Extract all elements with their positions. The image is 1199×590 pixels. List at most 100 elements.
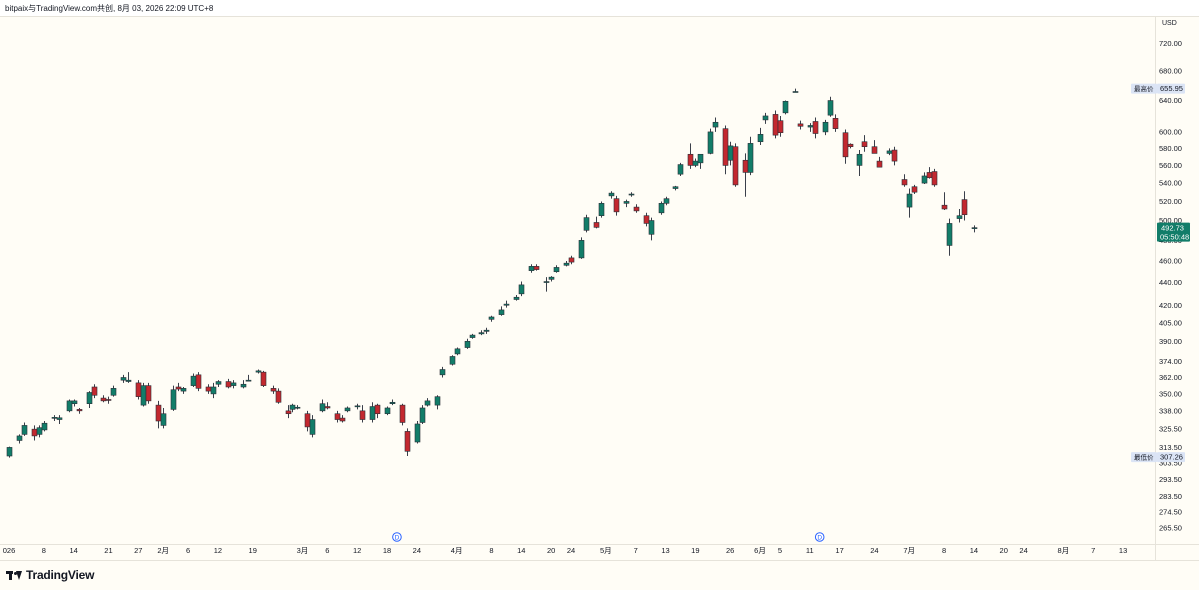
candle-body[interactable] — [434, 396, 441, 406]
candle-body[interactable] — [628, 193, 635, 196]
candle-body[interactable] — [399, 404, 406, 423]
candle-body[interactable] — [772, 114, 779, 136]
candle-body[interactable] — [339, 417, 346, 422]
candle-body[interactable] — [871, 146, 878, 154]
candle-body[interactable] — [926, 172, 933, 179]
candle-body[interactable] — [414, 423, 421, 443]
candle-body[interactable] — [961, 199, 968, 216]
candle-body[interactable] — [931, 171, 938, 186]
candle-body[interactable] — [663, 198, 670, 204]
candle-body[interactable] — [145, 385, 152, 402]
candle-body[interactable] — [822, 121, 829, 133]
candle-body[interactable] — [91, 386, 98, 396]
candle-body[interactable] — [777, 120, 784, 134]
candle-body[interactable] — [812, 121, 819, 134]
candle-body[interactable] — [225, 381, 232, 388]
candle-body[interactable] — [797, 123, 804, 127]
candle-body[interactable] — [180, 388, 187, 392]
candle-body[interactable] — [762, 115, 769, 121]
candle-body[interactable] — [886, 150, 893, 154]
candle-body[interactable] — [543, 281, 550, 283]
candle-body[interactable] — [51, 417, 58, 419]
candle-body[interactable] — [100, 397, 107, 402]
candle-body[interactable] — [593, 222, 600, 228]
candle-body[interactable] — [105, 399, 112, 401]
candle-body[interactable] — [832, 118, 839, 129]
candle-body[interactable] — [369, 406, 376, 420]
candle-body[interactable] — [294, 406, 301, 409]
candle-body[interactable] — [230, 382, 237, 386]
candle-body[interactable] — [125, 379, 132, 382]
candle-body[interactable] — [842, 132, 849, 158]
candle-body[interactable] — [847, 143, 854, 148]
candle-body[interactable] — [359, 410, 366, 420]
candle-body[interactable] — [946, 223, 953, 246]
candle-body[interactable] — [921, 175, 928, 184]
candle-body[interactable] — [140, 385, 147, 406]
candle-body[interactable] — [319, 403, 326, 412]
candle-body[interactable] — [270, 388, 277, 392]
candle-body[interactable] — [792, 91, 799, 93]
candle-body[interactable] — [205, 386, 212, 392]
candle-body[interactable] — [648, 220, 655, 235]
candle-body[interactable] — [901, 179, 908, 186]
candle-body[interactable] — [891, 149, 898, 162]
candle-body[interactable] — [503, 303, 510, 306]
candle-body[interactable] — [86, 392, 93, 404]
candle-body[interactable] — [757, 134, 764, 143]
candle-body[interactable] — [712, 121, 719, 128]
candle-body[interactable] — [155, 404, 162, 422]
candle-body[interactable] — [658, 203, 665, 214]
candle-body[interactable] — [707, 131, 714, 154]
candle-body[interactable] — [483, 329, 490, 332]
candle-body[interactable] — [384, 407, 391, 415]
candle-body[interactable] — [215, 381, 222, 385]
candle-body[interactable] — [608, 192, 615, 197]
candle-body[interactable] — [424, 400, 431, 406]
candle-body[interactable] — [623, 201, 630, 204]
candle-body[interactable] — [160, 413, 167, 426]
candle-body[interactable] — [439, 369, 446, 376]
candle-body[interactable] — [697, 153, 704, 164]
candle-body[interactable] — [454, 348, 461, 355]
candle-body[interactable] — [344, 407, 351, 412]
candle-body[interactable] — [16, 435, 23, 441]
candle-body[interactable] — [518, 284, 525, 295]
candle-body[interactable] — [807, 125, 814, 128]
candle-body[interactable] — [374, 404, 381, 415]
candle-body[interactable] — [309, 419, 316, 435]
candle-body[interactable] — [404, 431, 411, 452]
candle-body[interactable] — [389, 401, 396, 404]
candle-body[interactable] — [613, 198, 620, 213]
candle-body[interactable] — [633, 206, 640, 212]
candle-body[interactable] — [304, 413, 311, 428]
candle-body[interactable] — [742, 159, 749, 173]
candle-body[interactable] — [464, 340, 471, 348]
candle-body[interactable] — [334, 413, 341, 420]
candle-body[interactable] — [419, 407, 426, 423]
candle-body[interactable] — [533, 266, 540, 270]
candle-body[interactable] — [553, 267, 560, 273]
candle-body[interactable] — [941, 204, 948, 210]
candle-body[interactable] — [861, 141, 868, 148]
candle-body[interactable] — [906, 193, 913, 208]
candle-body[interactable] — [110, 388, 117, 396]
candle-body[interactable] — [285, 410, 292, 415]
candle-body[interactable] — [135, 382, 142, 397]
candle-body[interactable] — [672, 186, 679, 189]
candle-body[interactable] — [324, 406, 331, 409]
candle-body[interactable] — [175, 386, 182, 390]
candle-body[interactable] — [170, 389, 177, 410]
candle-body[interactable] — [498, 309, 505, 315]
candle-body[interactable] — [41, 422, 48, 431]
candle-body[interactable] — [578, 240, 585, 259]
candle-body[interactable] — [827, 100, 834, 116]
candle-body[interactable] — [971, 227, 978, 229]
candle-body[interactable] — [260, 371, 267, 386]
candle-body[interactable] — [275, 390, 282, 403]
candle-body[interactable] — [120, 377, 127, 381]
candle-body[interactable] — [240, 383, 247, 388]
candle-body[interactable] — [568, 257, 575, 263]
candle-body[interactable] — [732, 146, 739, 186]
